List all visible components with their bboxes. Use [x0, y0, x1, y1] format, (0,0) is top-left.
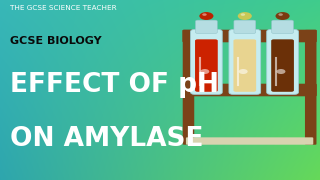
- FancyBboxPatch shape: [195, 39, 218, 92]
- Circle shape: [199, 12, 213, 20]
- Circle shape: [276, 69, 285, 74]
- FancyBboxPatch shape: [182, 84, 317, 96]
- Text: EFFECT OF pH: EFFECT OF pH: [10, 72, 219, 98]
- Circle shape: [241, 13, 245, 16]
- FancyBboxPatch shape: [183, 30, 194, 145]
- Circle shape: [202, 13, 207, 16]
- FancyBboxPatch shape: [272, 20, 293, 33]
- Text: GCSE BIOLOGY: GCSE BIOLOGY: [10, 36, 101, 46]
- Circle shape: [200, 69, 209, 74]
- FancyBboxPatch shape: [234, 20, 256, 33]
- FancyBboxPatch shape: [267, 30, 298, 94]
- FancyBboxPatch shape: [191, 30, 222, 94]
- Text: ON AMYLASE: ON AMYLASE: [10, 126, 203, 152]
- Circle shape: [278, 13, 283, 16]
- FancyBboxPatch shape: [186, 137, 313, 145]
- FancyBboxPatch shape: [182, 30, 317, 42]
- FancyBboxPatch shape: [196, 20, 217, 33]
- Circle shape: [276, 12, 290, 20]
- Circle shape: [239, 69, 248, 74]
- FancyBboxPatch shape: [234, 39, 256, 92]
- FancyBboxPatch shape: [229, 30, 260, 94]
- FancyBboxPatch shape: [305, 30, 316, 145]
- Circle shape: [238, 12, 252, 20]
- Text: THE GCSE SCIENCE TEACHER: THE GCSE SCIENCE TEACHER: [10, 5, 116, 11]
- FancyBboxPatch shape: [271, 39, 294, 92]
